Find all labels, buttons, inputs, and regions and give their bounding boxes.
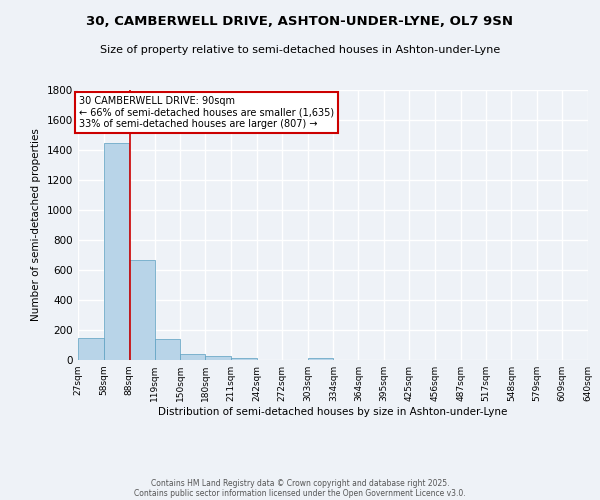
Bar xyxy=(104,142,129,360)
Bar xyxy=(129,260,155,360)
Text: 30 CAMBERWELL DRIVE: 90sqm
← 66% of semi-detached houses are smaller (1,635)
33%: 30 CAMBERWELL DRIVE: 90sqm ← 66% of semi… xyxy=(79,96,334,129)
Y-axis label: Number of semi-detached properties: Number of semi-detached properties xyxy=(31,128,41,322)
Bar xyxy=(155,339,181,360)
Text: Contains public sector information licensed under the Open Government Licence v3: Contains public sector information licen… xyxy=(134,488,466,498)
Bar xyxy=(231,358,257,360)
X-axis label: Distribution of semi-detached houses by size in Ashton-under-Lyne: Distribution of semi-detached houses by … xyxy=(158,407,508,417)
Bar xyxy=(181,354,205,360)
Text: 30, CAMBERWELL DRIVE, ASHTON-UNDER-LYNE, OL7 9SN: 30, CAMBERWELL DRIVE, ASHTON-UNDER-LYNE,… xyxy=(86,15,514,28)
Bar xyxy=(308,358,334,360)
Bar xyxy=(78,338,104,360)
Bar xyxy=(205,356,231,360)
Text: Size of property relative to semi-detached houses in Ashton-under-Lyne: Size of property relative to semi-detach… xyxy=(100,45,500,55)
Text: Contains HM Land Registry data © Crown copyright and database right 2025.: Contains HM Land Registry data © Crown c… xyxy=(151,478,449,488)
